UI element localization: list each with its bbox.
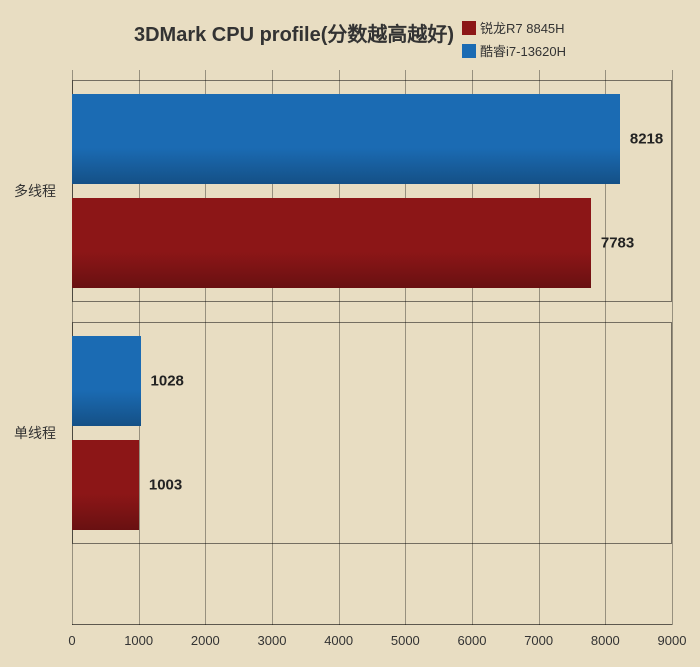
x-tick-label: 2000 bbox=[191, 633, 220, 648]
legend-label-1: 酷睿i7-13620H bbox=[480, 41, 566, 60]
bar-1-1 bbox=[72, 440, 139, 530]
legend-item-0: 锐龙R7 8845H bbox=[462, 18, 566, 37]
bar-value-0-0: 8218 bbox=[630, 131, 663, 148]
x-tick-label: 4000 bbox=[324, 633, 353, 648]
legend-label-0: 锐龙R7 8845H bbox=[480, 18, 565, 37]
bar-0-0 bbox=[72, 94, 620, 184]
bar-value-1-0: 1028 bbox=[151, 373, 184, 390]
x-tick-label: 1000 bbox=[124, 633, 153, 648]
bar-value-0-1: 7783 bbox=[601, 235, 634, 252]
x-tick-label: 7000 bbox=[524, 633, 553, 648]
bar-1-0 bbox=[72, 336, 141, 426]
chart-title: 3DMark CPU profile(分数越高越好) bbox=[134, 18, 454, 47]
plot-area: 0100020003000400050006000700080009000多线程… bbox=[72, 70, 672, 625]
x-tick-label: 6000 bbox=[458, 633, 487, 648]
category-label-0: 多线程 bbox=[14, 181, 56, 201]
x-tick-label: 0 bbox=[68, 633, 75, 648]
legend: 锐龙R7 8845H 酷睿i7-13620H bbox=[462, 18, 566, 60]
grid-line bbox=[672, 70, 673, 625]
x-tick-label: 5000 bbox=[391, 633, 420, 648]
chart: 3DMark CPU profile(分数越高越好) 锐龙R7 8845H 酷睿… bbox=[0, 0, 700, 667]
category-label-1: 单线程 bbox=[14, 423, 56, 443]
x-tick-label: 8000 bbox=[591, 633, 620, 648]
panel-1 bbox=[72, 322, 672, 544]
legend-swatch-1 bbox=[462, 44, 476, 58]
x-axis bbox=[72, 624, 672, 625]
bar-0-1 bbox=[72, 198, 591, 288]
bar-value-1-1: 1003 bbox=[149, 477, 182, 494]
legend-item-1: 酷睿i7-13620H bbox=[462, 41, 566, 60]
x-tick-label: 9000 bbox=[658, 633, 687, 648]
title-row: 3DMark CPU profile(分数越高越好) 锐龙R7 8845H 酷睿… bbox=[0, 18, 700, 60]
legend-swatch-0 bbox=[462, 21, 476, 35]
x-tick-label: 3000 bbox=[258, 633, 287, 648]
